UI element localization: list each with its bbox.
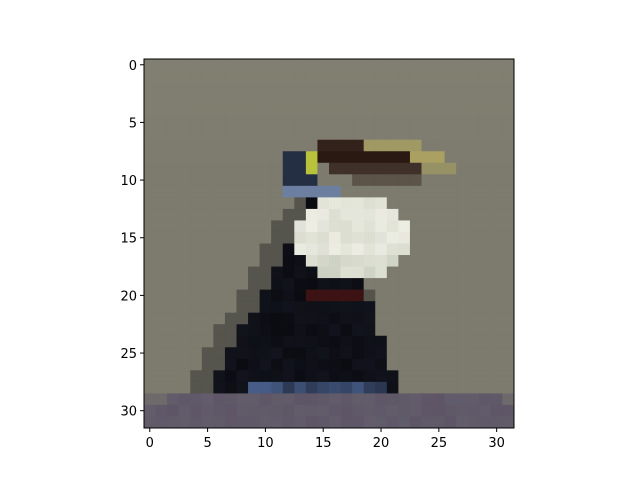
svg-text:0: 0: [146, 436, 154, 451]
x-tick: 20: [373, 428, 390, 451]
y-tick: 10: [120, 174, 144, 189]
svg-text:30: 30: [120, 405, 137, 420]
svg-text:5: 5: [129, 116, 137, 131]
x-axis: 0 5 10 15 20 25 30: [146, 428, 505, 451]
y-tick: 20: [120, 289, 144, 304]
svg-text:0: 0: [129, 59, 137, 74]
x-tick: 30: [488, 428, 505, 451]
y-tick: 30: [120, 405, 144, 420]
x-tick: 10: [257, 428, 274, 451]
x-tick: 15: [315, 428, 332, 451]
svg-text:25: 25: [431, 436, 448, 451]
y-tick: 5: [129, 116, 144, 131]
svg-text:20: 20: [373, 436, 390, 451]
svg-text:15: 15: [315, 436, 332, 451]
y-tick: 0: [129, 59, 144, 74]
axes-frame: [143, 58, 515, 429]
pixel-image: [144, 59, 515, 429]
y-tick: 25: [120, 347, 144, 362]
x-tick: 0: [146, 428, 154, 451]
y-tick: 15: [120, 232, 144, 247]
svg-text:15: 15: [120, 232, 137, 247]
x-tick: 25: [431, 428, 448, 451]
svg-text:10: 10: [120, 174, 137, 189]
svg-text:5: 5: [203, 436, 211, 451]
y-axis: 0 5 10 15 20 25 30: [120, 59, 144, 420]
svg-text:30: 30: [488, 436, 505, 451]
svg-text:25: 25: [120, 347, 137, 362]
x-tick: 5: [203, 428, 212, 451]
svg-text:20: 20: [120, 289, 137, 304]
svg-text:10: 10: [257, 436, 274, 451]
